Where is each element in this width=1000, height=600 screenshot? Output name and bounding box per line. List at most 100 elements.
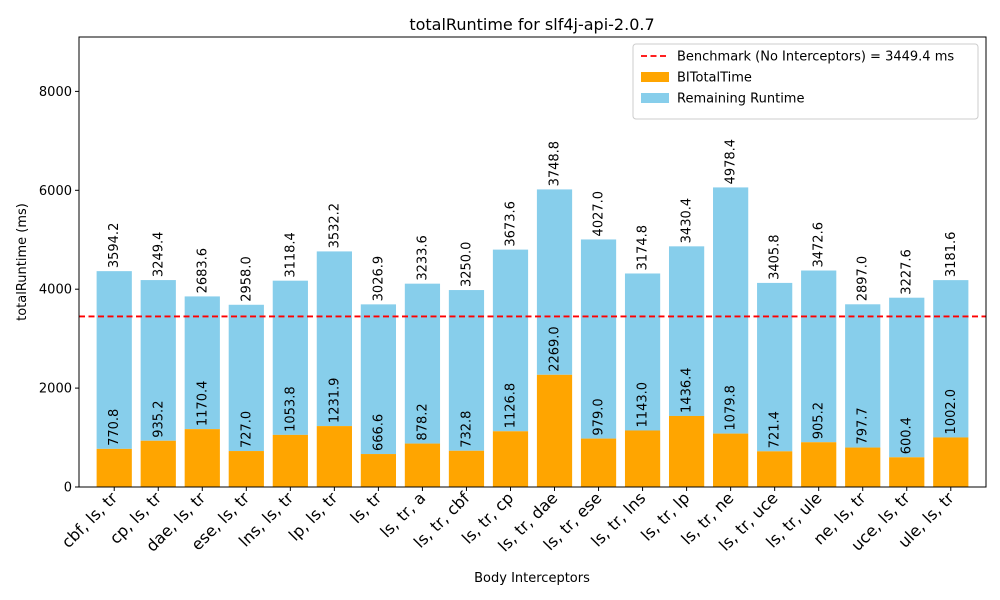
chart-title: totalRuntime for slf4j-api-2.0.7 (409, 15, 654, 34)
bar-remaining-runtime (96, 271, 132, 449)
remaining-runtime-value-label: 3472.6 (812, 222, 827, 268)
bar-bitotaltime (492, 431, 529, 487)
remaining-runtime-value-label: 3430.4 (680, 198, 695, 244)
bar-bitotaltime (96, 448, 132, 487)
bar-bitotaltime (448, 450, 485, 487)
x-tick-label: ls, tr (346, 488, 385, 527)
remaining-runtime-value-label: 3118.4 (283, 232, 298, 278)
bar-remaining-runtime (272, 280, 308, 435)
bar-bitotaltime (624, 430, 661, 487)
bitotaltime-value-label: 1002.0 (944, 389, 959, 435)
bar-bitotaltime (757, 451, 793, 487)
remaining-runtime-value-label: 3227.6 (900, 249, 915, 295)
remaining-runtime-value-label: 3181.6 (944, 232, 959, 278)
bar-remaining-runtime (889, 297, 925, 458)
bar-remaining-runtime (580, 239, 617, 439)
bar-bitotaltime (184, 429, 220, 487)
bitotaltime-value-label: 1079.8 (724, 385, 739, 431)
remaining-runtime-value-label: 3250.0 (459, 242, 474, 288)
bar-remaining-runtime (845, 304, 881, 448)
bar-remaining-runtime (360, 304, 397, 455)
bar-remaining-runtime (404, 283, 441, 444)
bitotaltime-value-label: 2269.0 (548, 326, 563, 372)
remaining-runtime-value-label: 3594.2 (107, 223, 122, 269)
bar-remaining-runtime (624, 273, 661, 431)
bar-remaining-runtime (536, 189, 573, 375)
bar-bitotaltime (360, 454, 397, 487)
bar-remaining-runtime (801, 270, 837, 443)
x-tick-label: cbf, ls, tr (58, 488, 122, 552)
bar-remaining-runtime (140, 280, 176, 441)
bitotaltime-value-label: 600.4 (900, 417, 915, 454)
remaining-runtime-value-label: 3532.2 (327, 203, 342, 249)
y-axis-label: totalRuntime (ms) (15, 203, 30, 321)
bitotaltime-value-label: 1170.4 (195, 381, 210, 427)
bar-bitotaltime (316, 426, 352, 487)
bitotaltime-value-label: 935.2 (151, 401, 166, 438)
bar-bitotaltime (845, 447, 881, 487)
bitotaltime-value-label: 1143.0 (636, 382, 651, 428)
bar-remaining-runtime (713, 187, 749, 434)
bar-bitotaltime (889, 457, 925, 487)
bar-remaining-runtime (184, 296, 220, 430)
remaining-runtime-value-label: 2897.0 (856, 256, 871, 302)
plot-area: 770.8 3594.2 935.2 3249.4 1170.4 2683.6 727.0 2… (79, 139, 986, 487)
bar-bitotaltime (140, 440, 176, 487)
bitotaltime-value-label: 797.7 (856, 407, 871, 444)
legend-label-benchmark: Benchmark (No Interceptors) = 3449.4 ms (677, 50, 954, 65)
remaining-runtime-value-label: 3673.6 (503, 201, 518, 247)
bitotaltime-value-label: 1436.4 (680, 367, 695, 413)
y-tick-label: 2000 (39, 382, 72, 397)
plot-frame (78, 36, 987, 488)
bitotaltime-value-label: 770.8 (107, 409, 122, 446)
bar-remaining-runtime (933, 280, 969, 438)
bitotaltime-value-label: 727.0 (239, 411, 254, 448)
bitotaltime-value-label: 905.2 (812, 402, 827, 439)
bar-remaining-runtime (668, 246, 705, 416)
bitotaltime-value-label: 979.0 (592, 398, 607, 435)
bar-remaining-runtime (316, 251, 352, 427)
bar-bitotaltime (668, 415, 705, 487)
bitotaltime-value-label: 1126.8 (503, 383, 518, 429)
bar-bitotaltime (580, 438, 617, 487)
y-tick-label: 6000 (39, 184, 72, 199)
x-axis-label: Body Interceptors (474, 571, 590, 586)
bitotaltime-value-label: 878.2 (415, 403, 430, 440)
bar-bitotaltime (404, 443, 441, 487)
remaining-runtime-value-label: 2683.6 (195, 248, 210, 294)
y-tick-label: 0 (64, 481, 72, 496)
bitotaltime-value-label: 1053.8 (283, 386, 298, 432)
bar-bitotaltime (801, 442, 837, 487)
bar-remaining-runtime (492, 249, 529, 432)
remaining-runtime-value-label: 3026.9 (371, 256, 386, 302)
bar-remaining-runtime (757, 282, 793, 452)
bitotaltime-value-label: 732.8 (459, 411, 474, 448)
remaining-runtime-value-label: 2958.0 (239, 256, 254, 302)
legend-box (632, 43, 979, 120)
y-tick-label: 8000 (39, 85, 72, 100)
bitotaltime-value-label: 666.6 (371, 414, 386, 451)
legend-label-bitotaltime: BITotalTime (677, 71, 752, 86)
bar-bitotaltime (228, 451, 264, 487)
y-tick-label: 4000 (39, 283, 72, 298)
bar-bitotaltime (713, 433, 749, 487)
legend-swatch-bitotaltime (641, 72, 669, 82)
bar-bitotaltime (272, 434, 308, 487)
bar-bitotaltime (536, 374, 573, 487)
bar-bitotaltime (933, 437, 969, 487)
remaining-runtime-value-label: 4027.0 (592, 191, 607, 237)
remaining-runtime-value-label: 3174.8 (636, 225, 651, 271)
legend: Benchmark (No Interceptors) = 3449.4 ms B… (632, 43, 979, 120)
bitotaltime-value-label: 1231.9 (327, 378, 342, 424)
bar-remaining-runtime (228, 304, 264, 452)
remaining-runtime-value-label: 3233.6 (415, 235, 430, 281)
bitotaltime-value-label: 721.4 (768, 411, 783, 448)
remaining-runtime-value-label: 3405.8 (768, 234, 783, 280)
remaining-runtime-value-label: 3748.8 (548, 141, 563, 187)
remaining-runtime-value-label: 4978.4 (724, 139, 739, 185)
remaining-runtime-value-label: 3249.4 (151, 232, 166, 278)
legend-label-remaining-runtime: Remaining Runtime (677, 92, 804, 107)
x-tick-label: lp, ls, tr (285, 488, 342, 545)
